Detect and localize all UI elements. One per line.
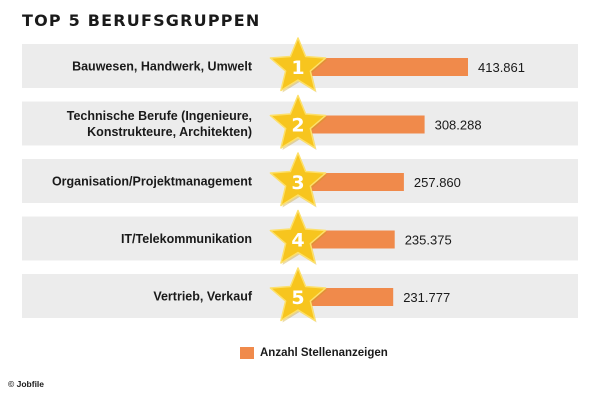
category-label: Vertrieb, Verkauf: [153, 290, 253, 304]
chart-title: TOP 5 BERUFSGRUPPEN: [22, 11, 261, 30]
category-label: Organisation/Projektmanagement: [52, 175, 253, 189]
value-label: 413.861: [478, 60, 525, 75]
legend: Anzahl Stellenanzeigen: [240, 347, 388, 359]
legend-label: Anzahl Stellenanzeigen: [260, 347, 388, 359]
value-label: 308.288: [435, 118, 482, 133]
bar: [298, 115, 425, 134]
value-label: 235.375: [405, 233, 452, 248]
rank-star-icon: [269, 94, 327, 149]
category-label: Bauwesen, Handwerk, Umwelt: [72, 60, 253, 74]
category-label-line: Organisation/Projektmanagement: [52, 175, 253, 189]
category-label-line: Technische Berufe (Ingenieure,: [67, 109, 252, 123]
chart-row: IT/Telekommunikation 235.375 4: [22, 209, 578, 265]
rank-star-icon: [269, 267, 327, 322]
category-label: Technische Berufe (Ingenieure, Konstrukte…: [67, 109, 252, 139]
chart-row: Organisation/Projektmanagement 257.860 3: [22, 152, 578, 208]
category-label-line: Vertrieb, Verkauf: [153, 290, 253, 304]
rank-star-icon: [269, 209, 327, 264]
rank-star-icon: [269, 152, 327, 207]
category-label-line: Konstrukteure, Architekten): [87, 125, 252, 139]
bar: [298, 230, 395, 249]
value-label: 257.860: [414, 175, 461, 190]
value-label: 231.777: [403, 290, 450, 305]
category-label-line: IT/Telekommunikation: [121, 232, 252, 246]
copyright-text: © Jobfile: [8, 379, 45, 389]
chart-row: Vertrieb, Verkauf 231.777 5: [22, 267, 578, 323]
bar: [298, 288, 394, 306]
rank-star-icon: [269, 37, 327, 92]
rank-number: 2: [291, 115, 304, 137]
bar: [298, 173, 404, 191]
rank-number: 1: [291, 57, 304, 79]
bar: [298, 58, 468, 76]
chart-row: Technische Berufe (Ingenieure, Konstrukte…: [22, 94, 578, 150]
rank-number: 5: [291, 287, 304, 309]
rank-number: 4: [291, 230, 304, 252]
rank-number: 3: [291, 172, 304, 194]
legend-swatch: [240, 347, 254, 359]
chart-row: Bauwesen, Handwerk, Umwelt 413.861 1: [22, 37, 578, 93]
bar-chart: Bauwesen, Handwerk, Umwelt 413.861 1 Techni…: [22, 37, 578, 323]
category-label-line: Bauwesen, Handwerk, Umwelt: [72, 60, 253, 74]
category-label: IT/Telekommunikation: [121, 232, 252, 246]
